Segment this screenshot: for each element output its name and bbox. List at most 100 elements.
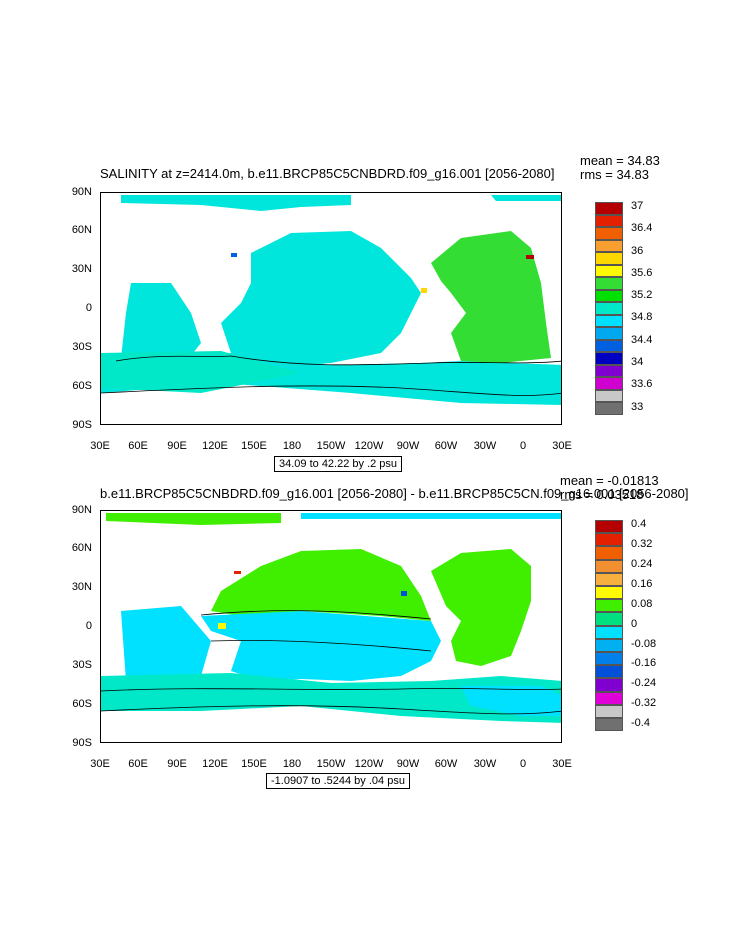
lon-label: 180 [282, 758, 302, 770]
legend-swatch [595, 377, 623, 390]
bottom-plot-panel: mean = -0.01813 b.e11.BRCP85C5CNBDRD.f09… [0, 470, 733, 800]
lon-label: 90E [167, 440, 187, 452]
top-plot-title: SALINITY at z=2414.0m, b.e11.BRCP85C5CNB… [100, 166, 555, 181]
legend-swatch [595, 520, 623, 534]
legend-label: 33.6 [631, 378, 653, 391]
legend-swatch [595, 665, 623, 679]
bottom-map-graphic [101, 513, 561, 723]
legend-label: -0.32 [631, 697, 657, 710]
legend-label: 33 [631, 400, 644, 413]
lon-label: 60W [434, 440, 458, 452]
legend-label: 37 [631, 200, 644, 212]
legend-swatch [595, 704, 623, 718]
lon-label: 120W [354, 758, 384, 770]
lat-label: 90S [72, 737, 92, 749]
top-mean-stat: mean = 34.83 [580, 153, 660, 168]
lon-label: 30E [552, 440, 572, 452]
top-contour-range: 34.09 to 42.22 by .2 psu [274, 456, 403, 472]
legend-swatch [595, 638, 623, 652]
legend-label: 36 [631, 244, 644, 257]
legend-label: 0.32 [631, 537, 653, 550]
top-map-graphic [101, 195, 561, 405]
lon-label: 30W [473, 440, 497, 452]
legend-label: 34.4 [631, 333, 653, 346]
lon-label: 90W [396, 758, 420, 770]
legend-swatch [595, 678, 623, 692]
lon-label: 120E [202, 758, 228, 770]
legend-swatch [595, 652, 623, 666]
lon-label: 150E [241, 758, 267, 770]
legend-swatch [595, 289, 623, 302]
lon-label: 180 [282, 440, 302, 452]
legend-swatch [595, 586, 623, 600]
legend-label: 0.4 [631, 518, 647, 530]
lon-label: 150W [316, 758, 346, 770]
bottom-contour-range: -1.0907 to .5244 by .04 psu [266, 773, 410, 789]
legend-swatch [595, 533, 623, 547]
legend-label: 35.6 [631, 266, 653, 279]
legend-swatch [595, 252, 623, 265]
legend-swatch [595, 718, 623, 732]
lon-label: 120E [202, 440, 228, 452]
lon-label: 60E [128, 440, 148, 452]
legend-label: -0.24 [631, 677, 657, 690]
legend-swatch [595, 625, 623, 639]
legend-swatch [595, 327, 623, 340]
legend-swatch [595, 227, 623, 240]
bottom-mean-stat: mean = -0.01813 [560, 473, 659, 488]
legend-swatch [595, 572, 623, 586]
legend-label: 35.2 [631, 289, 653, 302]
lat-label: 30N [71, 581, 92, 593]
lon-label: 60W [434, 758, 458, 770]
top-salinity-map [100, 192, 562, 425]
lon-label: 150W [316, 440, 346, 452]
lat-label: 90N [71, 186, 92, 198]
lon-label: 0 [519, 758, 527, 770]
legend-label: 36.4 [631, 222, 653, 235]
legend-swatch [595, 612, 623, 626]
lat-label: 0 [85, 302, 92, 314]
lon-label: 0 [519, 440, 527, 452]
legend-swatch [595, 277, 623, 290]
legend-label: -0.4 [631, 717, 650, 730]
lat-label: 0 [85, 620, 92, 632]
lon-label: 30E [90, 758, 110, 770]
legend-swatch [595, 599, 623, 613]
legend-swatch [595, 364, 623, 377]
top-rms-stat: rms = 34.83 [580, 167, 650, 182]
legend-label: 0.08 [631, 597, 653, 610]
legend-label: 0.16 [631, 577, 653, 590]
legend-swatch [595, 264, 623, 277]
lat-label: 90N [71, 504, 92, 516]
lon-label: 30W [473, 758, 497, 770]
legend-label: -0.08 [631, 637, 657, 650]
legend-swatch [595, 691, 623, 705]
legend-label: 34.8 [631, 311, 653, 324]
legend-swatch [595, 214, 623, 227]
top-plot-panel: SALINITY at z=2414.0m, b.e11.BRCP85C5CNB… [0, 150, 733, 472]
legend-swatch [595, 389, 623, 402]
legend-swatch [595, 314, 623, 327]
legend-swatch [595, 302, 623, 315]
legend-swatch [595, 402, 623, 415]
lon-label: 60E [128, 758, 148, 770]
legend-swatch [595, 352, 623, 365]
lat-label: 60N [71, 542, 92, 554]
lat-label: 30N [71, 263, 92, 275]
legend-swatch [595, 546, 623, 560]
lon-label: 90E [167, 758, 187, 770]
legend-swatch [595, 559, 623, 573]
lat-label: 30S [72, 659, 92, 671]
bottom-plot-title: b.e11.BRCP85C5CNBDRD.f09_g16.001 [2056-2… [100, 486, 689, 501]
legend-swatch [595, 202, 623, 215]
legend-label: -0.16 [631, 657, 657, 670]
lon-label: 90W [396, 440, 420, 452]
lat-label: 90S [72, 419, 92, 431]
lat-label: 30S [72, 341, 92, 353]
lon-label: 30E [90, 440, 110, 452]
lat-label: 60S [72, 698, 92, 710]
lon-label: 150E [241, 440, 267, 452]
bottom-difference-map [100, 510, 562, 743]
bottom-rms-stat: rms = 0.03518 [560, 487, 644, 502]
legend-swatch [595, 239, 623, 252]
